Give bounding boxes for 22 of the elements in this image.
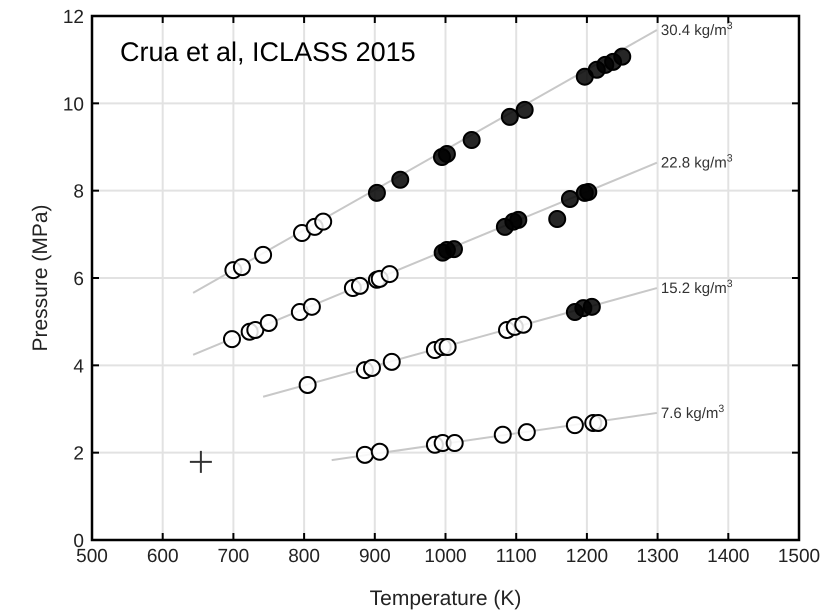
series-label: 15.2 kg/m$^{3}$ [660, 278, 733, 298]
x-tick-label: 1400 [707, 546, 750, 567]
x-axis-title: Temperature (K) [370, 587, 522, 610]
x-tick-label: 1100 [496, 546, 537, 567]
y-tick-label: 8 [73, 182, 84, 203]
x-tick-label: 1000 [424, 546, 467, 567]
x-tick-label: 1300 [636, 546, 679, 567]
x-tick-label: 800 [288, 546, 320, 567]
series-label: 7.6 kg/m$^{3}$ [660, 402, 724, 422]
x-tick-label: 700 [218, 546, 250, 567]
y-tick-label: 4 [73, 356, 84, 378]
annotation: Crua et al, ICLASS 2015 [120, 37, 416, 67]
x-tick-label: 600 [146, 546, 179, 567]
y-tick-label: 12 [62, 7, 84, 28]
series-label: 22.8 kg/m$^{3}$ [660, 152, 733, 172]
y-tick-label: 10 [62, 94, 84, 116]
x-tick-label: 1500 [778, 546, 820, 567]
y-axis-title: Pressure (MPa) [29, 204, 52, 352]
x-tick-label: 900 [358, 546, 391, 567]
y-tick-label: 6 [73, 269, 84, 290]
y-tick-label: 2 [73, 444, 84, 465]
x-tick-label: 1200 [566, 546, 608, 567]
